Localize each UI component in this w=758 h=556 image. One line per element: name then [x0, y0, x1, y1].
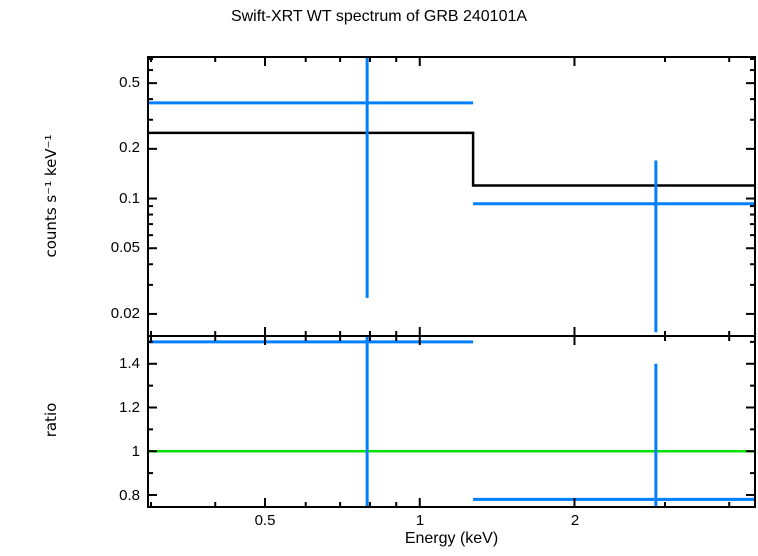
- ratio-panel-data: [148, 336, 755, 507]
- ytick-0p2: 0.2: [119, 139, 140, 156]
- spectrum-panel-frame: [147, 56, 756, 337]
- ytick-1: 1: [131, 443, 140, 460]
- ytick-0p05: 0.05: [110, 239, 140, 256]
- model-step-line: [148, 131, 755, 187]
- ytick-0p8: 0.8: [119, 487, 140, 504]
- xtick-0p5: 0.5: [254, 512, 276, 529]
- ratio-panel-frame: [147, 335, 756, 508]
- ytick-0p02: 0.02: [110, 305, 140, 322]
- ytick-1p2: 1.2: [119, 399, 140, 416]
- xtick-1: 1: [415, 512, 425, 529]
- ytick-1p4: 1.4: [119, 355, 140, 372]
- x-axis-label: Energy (keV): [404, 530, 499, 547]
- xtick-2: 2: [570, 512, 580, 529]
- spectrum-panel-data: [148, 57, 755, 333]
- ytick-0p1: 0.1: [119, 190, 140, 207]
- ytick-0p5: 0.5: [119, 74, 140, 91]
- plot-title: Swift-XRT WT spectrum of GRB 240101A: [230, 8, 528, 25]
